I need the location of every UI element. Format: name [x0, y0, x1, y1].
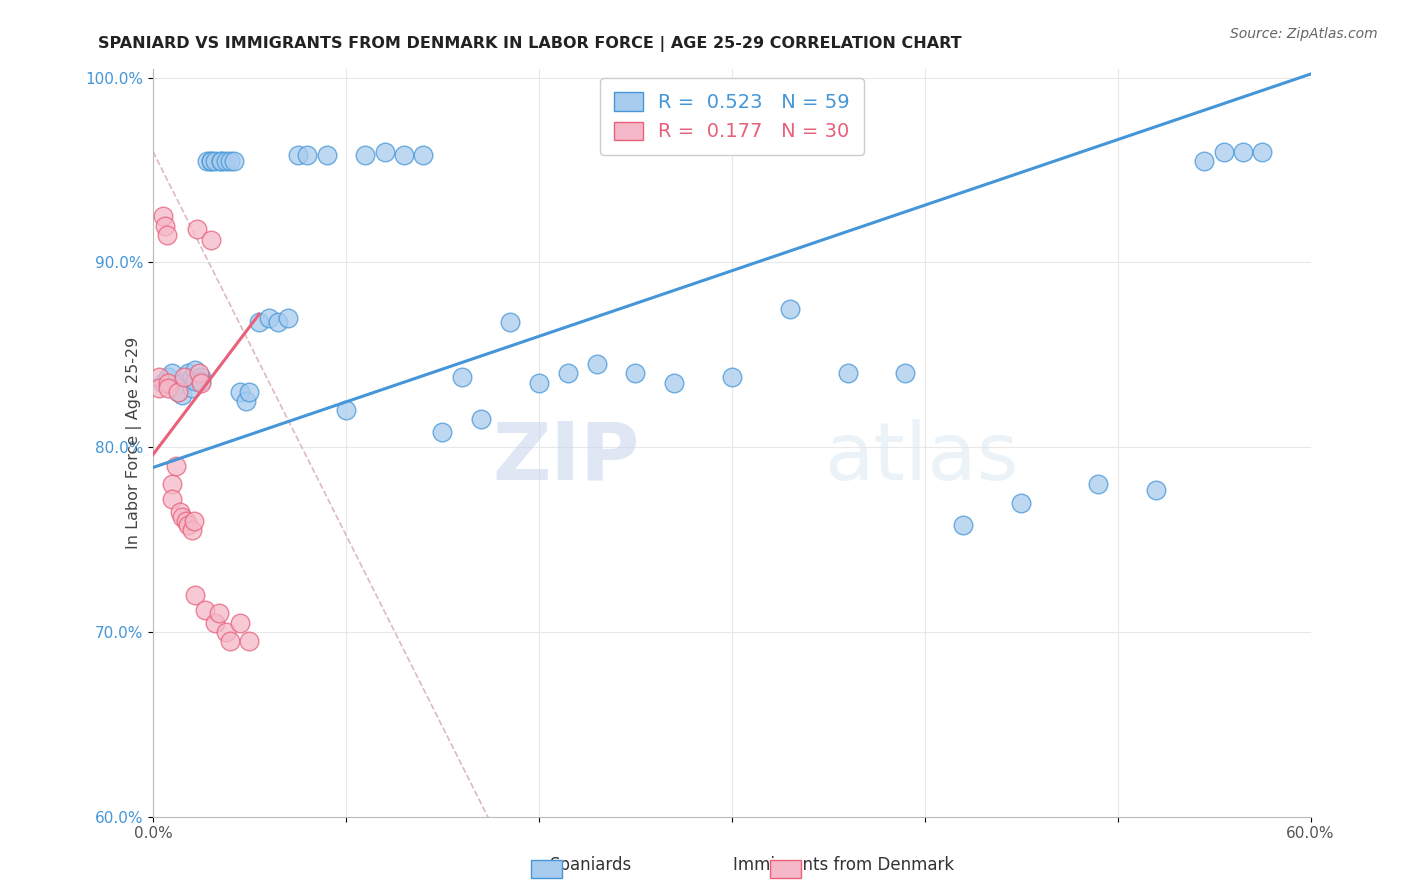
Point: [152, 209, 174, 223]
Point: [207, 607, 229, 621]
Point: [247, 315, 270, 329]
Text: Spaniards: Spaniards: [550, 855, 631, 873]
Point: [183, 514, 205, 528]
Point: [167, 384, 190, 399]
Point: [174, 514, 197, 528]
Legend: R =  0.523   N = 59, R =  0.177   N = 30: R = 0.523 N = 59, R = 0.177 N = 30: [600, 78, 863, 155]
Point: [152, 376, 174, 390]
Text: Immigrants from Denmark: Immigrants from Denmark: [733, 855, 955, 873]
Point: [173, 370, 195, 384]
Point: [1232, 145, 1254, 159]
Point: [229, 384, 252, 399]
Point: [184, 588, 207, 602]
Point: [222, 153, 245, 168]
Point: [315, 148, 337, 162]
Text: ZIP: ZIP: [492, 418, 640, 497]
Point: [297, 148, 319, 162]
Point: [219, 153, 242, 168]
Point: [432, 425, 454, 440]
Point: [557, 366, 579, 380]
Point: [204, 153, 226, 168]
Point: [209, 153, 232, 168]
Point: [499, 315, 522, 329]
Text: SPANIARD VS IMMIGRANTS FROM DENMARK IN LABOR FORCE | AGE 25-29 CORRELATION CHART: SPANIARD VS IMMIGRANTS FROM DENMARK IN L…: [98, 36, 962, 52]
Point: [412, 148, 434, 162]
Point: [162, 366, 184, 380]
Point: [184, 362, 207, 376]
Point: [1144, 483, 1167, 497]
Point: [229, 615, 252, 630]
Point: [157, 376, 180, 390]
Point: [165, 381, 187, 395]
Point: [177, 517, 200, 532]
Point: [162, 477, 184, 491]
Point: [238, 384, 260, 399]
Point: [170, 388, 193, 402]
Point: [169, 505, 191, 519]
Point: [167, 384, 190, 399]
Point: [200, 153, 222, 168]
Point: [335, 403, 357, 417]
Point: [190, 376, 212, 390]
Point: [153, 219, 176, 233]
Point: [200, 153, 222, 168]
Point: [1212, 145, 1234, 159]
Y-axis label: In Labor Force | Age 25-29: In Labor Force | Age 25-29: [127, 336, 142, 549]
Point: [194, 603, 217, 617]
Point: [894, 366, 917, 380]
Point: [190, 370, 212, 384]
Point: [157, 370, 180, 384]
Point: [1251, 145, 1274, 159]
Point: [392, 148, 415, 162]
Point: [624, 366, 647, 380]
Point: [720, 370, 742, 384]
Point: [177, 366, 200, 380]
Point: [1194, 153, 1216, 168]
Point: [215, 624, 238, 639]
Point: [200, 233, 222, 247]
Point: [215, 153, 238, 168]
Point: [219, 634, 242, 648]
Point: [235, 394, 257, 409]
Point: [180, 381, 202, 395]
Point: [180, 370, 202, 384]
Point: [470, 412, 492, 426]
Point: [190, 374, 212, 388]
Point: [373, 145, 395, 159]
Point: [148, 370, 170, 384]
Point: [1087, 477, 1109, 491]
Point: [188, 366, 211, 380]
Point: [662, 376, 685, 390]
Point: [209, 153, 232, 168]
Point: [238, 634, 260, 648]
Point: [277, 310, 299, 325]
Text: Source: ZipAtlas.com: Source: ZipAtlas.com: [1230, 27, 1378, 41]
Point: [585, 357, 607, 371]
Point: [184, 374, 207, 388]
Text: atlas: atlas: [824, 418, 1019, 497]
Point: [170, 376, 193, 390]
Point: [186, 222, 208, 236]
Point: [180, 524, 202, 538]
Point: [837, 366, 859, 380]
Point: [267, 315, 290, 329]
Point: [204, 615, 226, 630]
Point: [779, 301, 801, 316]
Point: [162, 491, 184, 506]
Point: [287, 148, 309, 162]
Point: [155, 227, 177, 242]
Point: [195, 153, 218, 168]
Point: [170, 510, 193, 524]
Point: [157, 381, 180, 395]
Point: [257, 310, 280, 325]
Point: [148, 381, 170, 395]
Point: [165, 458, 187, 473]
Point: [1010, 495, 1032, 509]
Point: [450, 370, 472, 384]
Point: [527, 376, 550, 390]
Point: [354, 148, 377, 162]
Point: [952, 517, 974, 532]
